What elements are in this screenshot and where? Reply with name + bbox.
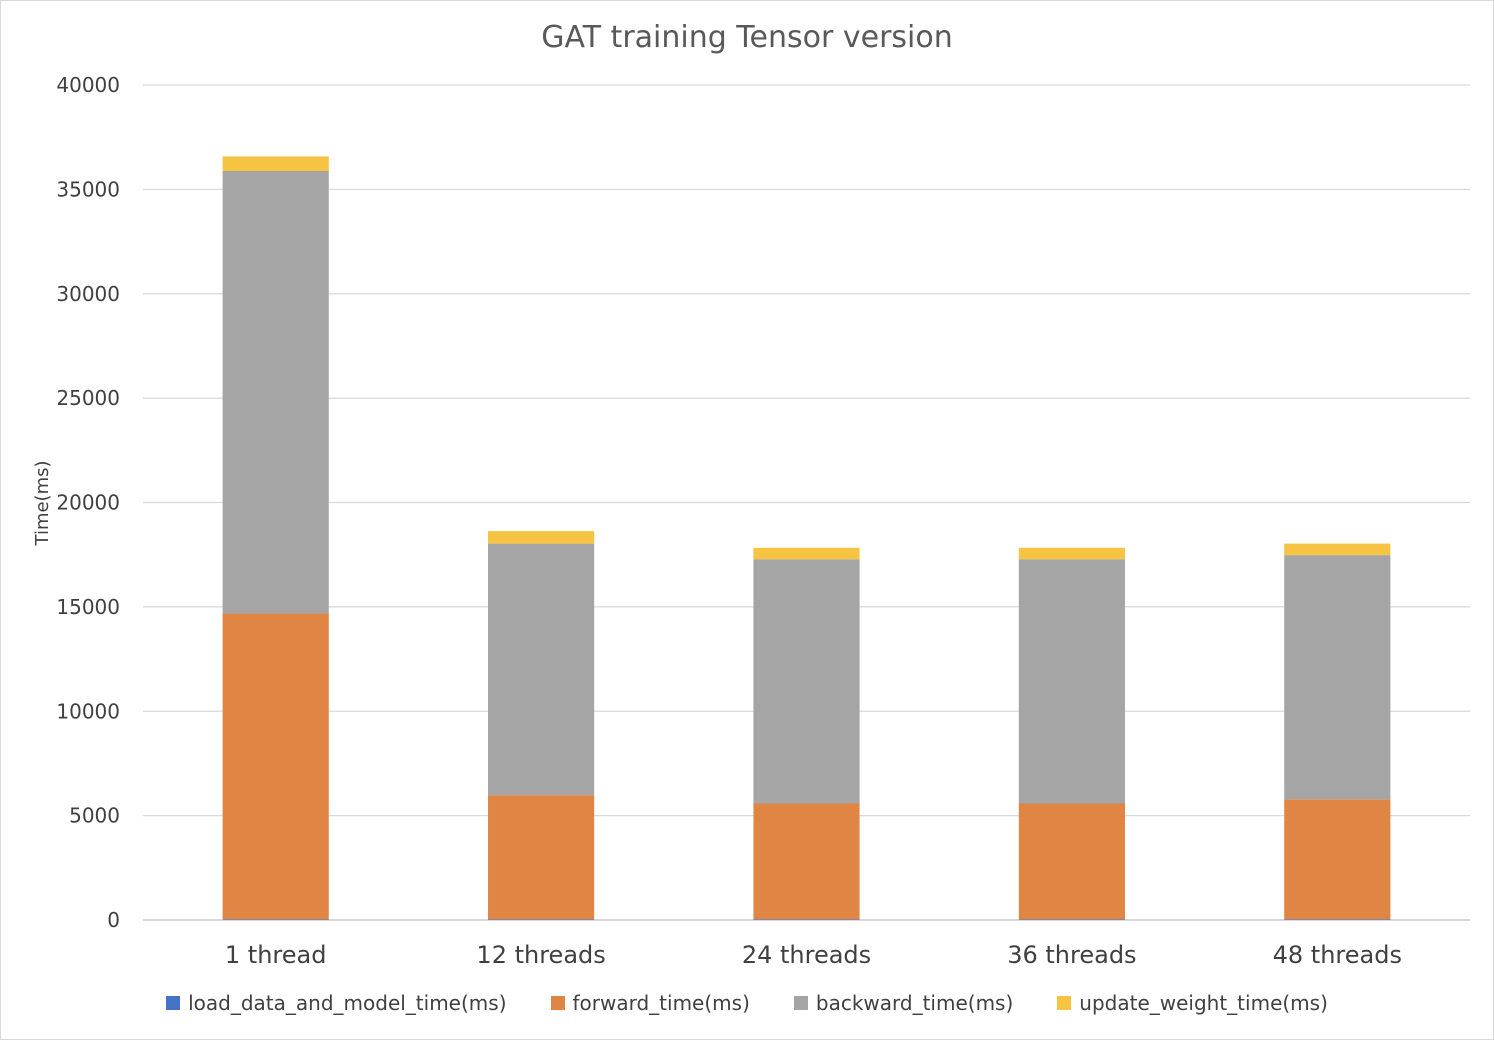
bar-segment-2-3 [1018, 559, 1125, 804]
y-tick-label: 15000 [56, 595, 120, 619]
x-tick-label: 24 threads [742, 941, 871, 969]
legend-item: update_weight_time(ms) [1057, 991, 1328, 1015]
bar-segment-1-0 [222, 613, 329, 920]
legend-label: load_data_and_model_time(ms) [188, 991, 507, 1015]
bar-segment-2-0 [222, 171, 329, 614]
bars [222, 156, 1391, 920]
legend-swatch [793, 996, 808, 1010]
y-axis-label: Time(ms) [32, 460, 53, 546]
bar-segment-2-4 [1284, 555, 1391, 800]
bar-segment-1-2 [753, 803, 860, 920]
x-tick-label: 1 thread [225, 941, 327, 969]
legend-swatch [550, 996, 565, 1010]
x-tick-label: 36 threads [1007, 941, 1136, 969]
x-tick-label: 12 threads [476, 941, 605, 969]
legend-swatch [1057, 996, 1072, 1010]
chart-title: GAT training Tensor version [541, 20, 953, 55]
bar-segment-1-3 [1018, 803, 1125, 920]
y-tick-label: 40000 [56, 73, 120, 97]
bar-segment-1-1 [488, 795, 595, 920]
legend-item: forward_time(ms) [550, 991, 750, 1015]
legend-swatch [166, 996, 181, 1010]
y-tick-label: 5000 [69, 804, 120, 828]
bar-segment-2-2 [753, 559, 860, 804]
legend-item: load_data_and_model_time(ms) [166, 991, 507, 1015]
gridlines [143, 84, 1470, 921]
bar-segment-0-1 [488, 919, 595, 920]
y-tick-label: 20000 [56, 491, 120, 515]
y-tick-label: 35000 [56, 177, 120, 201]
bar-segment-0-4 [1284, 919, 1391, 920]
y-tick-label: 30000 [56, 282, 120, 306]
bar-segment-3-0 [222, 156, 329, 172]
bar-segment-0-0 [222, 919, 329, 920]
y-tick-label: 25000 [56, 386, 120, 410]
bar-segment-0-2 [753, 919, 860, 920]
bar-segment-3-2 [753, 547, 860, 560]
bar-segment-0-3 [1018, 919, 1125, 920]
y-tick-label: 10000 [56, 699, 120, 723]
bar-segment-3-3 [1018, 547, 1125, 560]
y-tick-labels: 0 5000 10000 15000 20000 25000 30000 35000 40000 [56, 73, 120, 932]
y-tick-label: 0 [107, 908, 120, 932]
bar-segment-2-1 [488, 543, 595, 796]
bar-segment-1-4 [1284, 799, 1391, 920]
x-tick-label: 48 threads [1273, 941, 1402, 969]
x-tick-labels: 1 thread 12 threads 24 threads 36 threads 48… [225, 941, 1402, 969]
legend: load_data_and_model_time(ms) forward_time… [0, 988, 1494, 1018]
legend-label: backward_time(ms) [815, 991, 1014, 1015]
bar-segment-3-4 [1284, 543, 1391, 556]
bar-segment-3-1 [488, 531, 595, 544]
legend-item: backward_time(ms) [793, 991, 1014, 1015]
legend-label: forward_time(ms) [572, 991, 750, 1015]
legend-label: update_weight_time(ms) [1079, 991, 1328, 1015]
